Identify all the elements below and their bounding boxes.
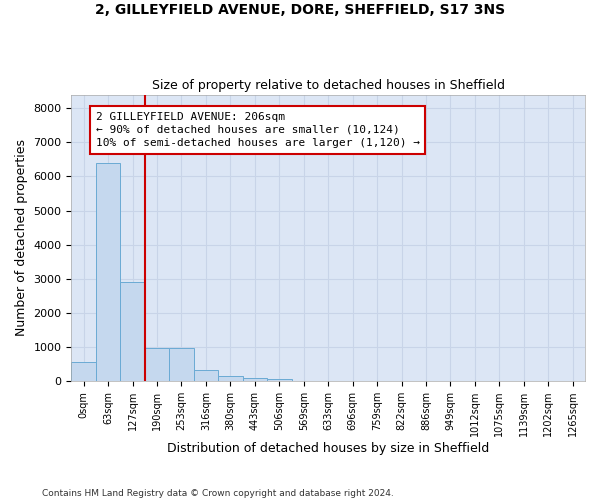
- Bar: [194, 370, 218, 381]
- X-axis label: Distribution of detached houses by size in Sheffield: Distribution of detached houses by size …: [167, 442, 490, 455]
- Text: 2 GILLEYFIELD AVENUE: 206sqm
← 90% of detached houses are smaller (10,124)
10% o: 2 GILLEYFIELD AVENUE: 206sqm ← 90% of de…: [96, 112, 420, 148]
- Text: Contains HM Land Registry data © Crown copyright and database right 2024.: Contains HM Land Registry data © Crown c…: [42, 490, 394, 498]
- Y-axis label: Number of detached properties: Number of detached properties: [15, 140, 28, 336]
- Bar: [242, 378, 267, 381]
- Bar: [145, 348, 169, 381]
- Bar: [267, 379, 292, 381]
- Bar: [121, 282, 145, 381]
- Bar: [169, 348, 194, 381]
- Bar: [218, 376, 242, 381]
- Title: Size of property relative to detached houses in Sheffield: Size of property relative to detached ho…: [152, 79, 505, 92]
- Bar: [71, 362, 96, 381]
- Text: 2, GILLEYFIELD AVENUE, DORE, SHEFFIELD, S17 3NS: 2, GILLEYFIELD AVENUE, DORE, SHEFFIELD, …: [95, 2, 505, 16]
- Bar: [96, 163, 121, 381]
